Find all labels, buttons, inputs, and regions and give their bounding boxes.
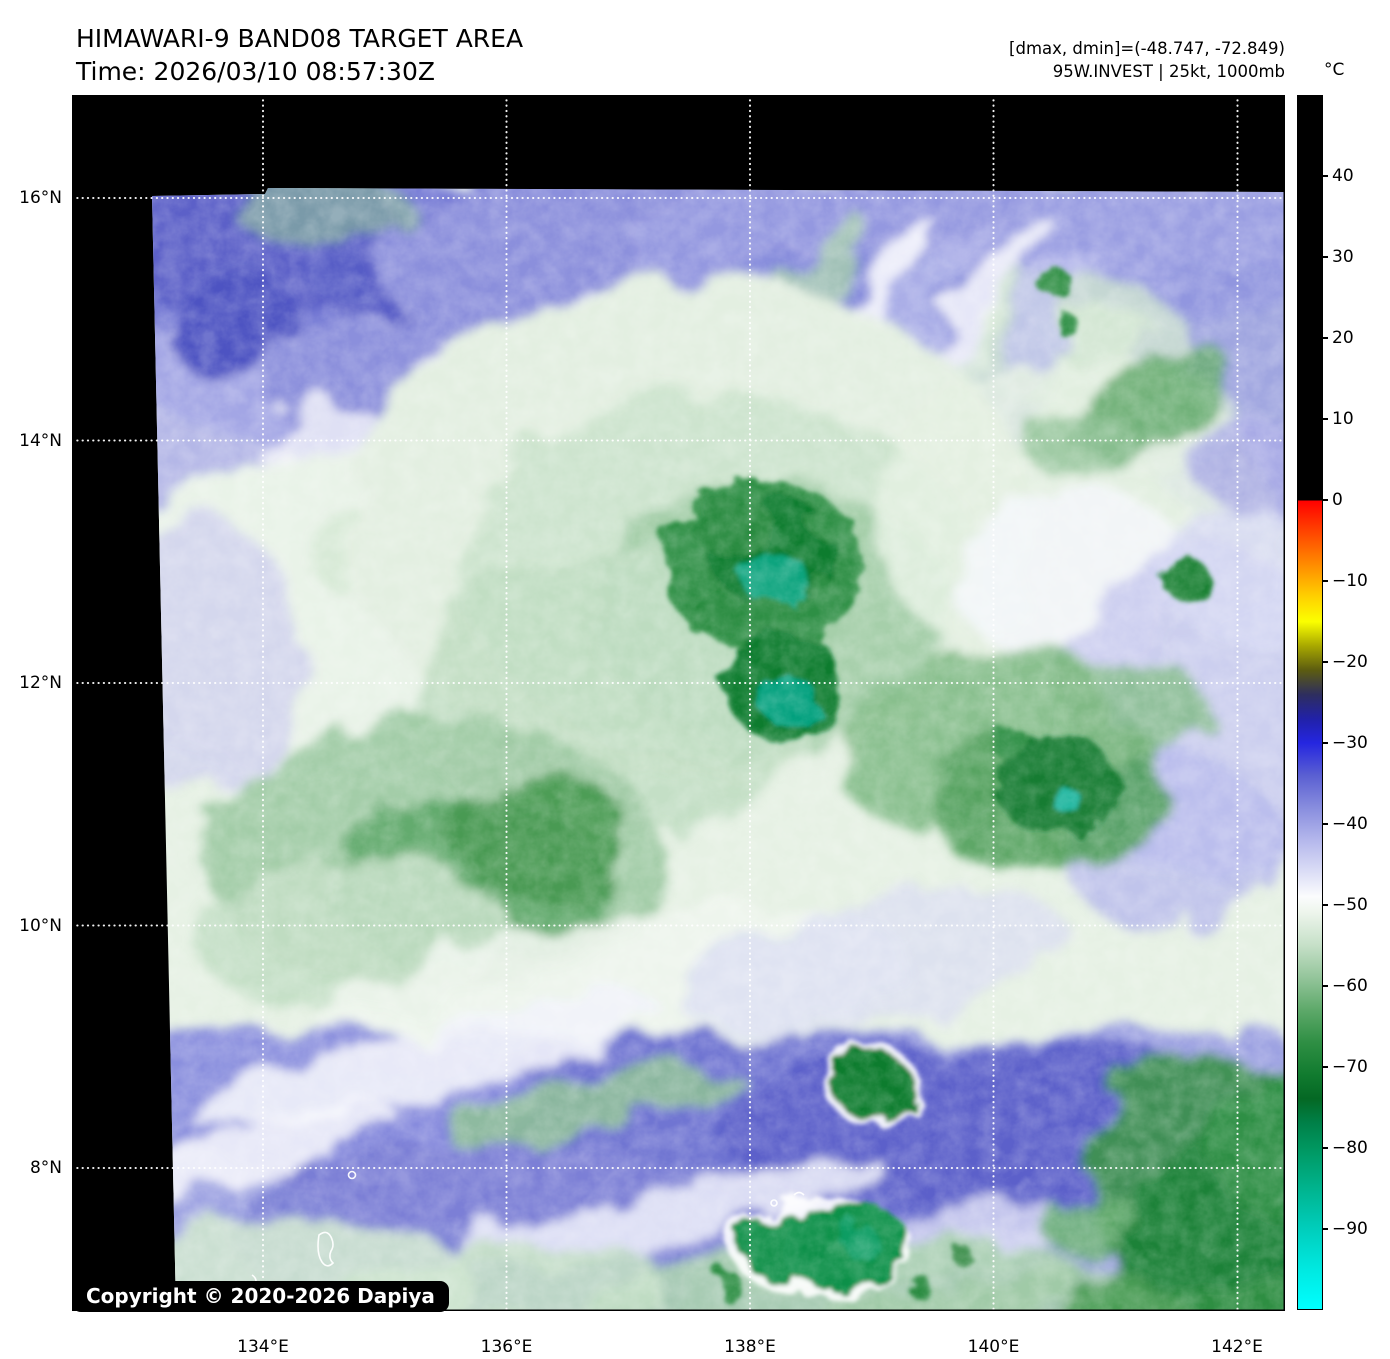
colorbar-tick-m70: −70 [1323, 1057, 1384, 1077]
lat-tick-10n: 10°N [19, 915, 62, 936]
graticule [72, 95, 1285, 1311]
dmax-dmin-stats: [dmax, dmin]=(-48.747, -72.849) [1009, 39, 1285, 58]
colorbar-tick-m20: −20 [1323, 652, 1384, 672]
colorbar-tick-m50: −50 [1323, 895, 1384, 915]
colorbar-tick-m80: −80 [1323, 1138, 1384, 1158]
colorbar-tick-30: 30 [1323, 247, 1384, 267]
colorbar-tick-10: 10 [1323, 409, 1384, 429]
colorbar-gradient [1297, 95, 1323, 1310]
colorbar-tick-40: 40 [1323, 166, 1384, 186]
colorbar-tick-0: 0 [1323, 490, 1384, 510]
colorbar-tick-m90: −90 [1323, 1219, 1384, 1239]
lon-tick-138e: 138°E [724, 1337, 776, 1357]
lat-tick-16n: 16°N [19, 188, 62, 208]
timestamp: Time: 2026/03/10 08:57:30Z [76, 57, 435, 86]
colorbar-tick-m30: −30 [1323, 733, 1384, 753]
colorbar-tick-m60: −60 [1323, 976, 1384, 996]
noise-texture [152, 188, 1285, 1310]
lon-tick-136e: 136°E [480, 1337, 533, 1357]
data-region [152, 188, 1285, 1310]
lat-tick-8n: 8°N [29, 1158, 62, 1178]
colorbar-tick-m10: −10 [1323, 571, 1384, 591]
lat-tick-12n: 12°N [19, 673, 62, 693]
lat-tick-14n: 14°N [19, 430, 62, 451]
plot-frame [72, 95, 1285, 1311]
colorbar-tick-m40: −40 [1323, 814, 1384, 834]
lon-tick-134e: 134°E [237, 1337, 289, 1357]
lon-tick-140e: 140°E [967, 1337, 1020, 1357]
colorbar-unit: °C [1324, 60, 1345, 80]
copyright-badge: Copyright © 2020-2026 Dapiya [72, 1281, 449, 1312]
lon-tick-142e: 142°E [1211, 1337, 1263, 1357]
colorbar-tick-20: 20 [1323, 328, 1384, 348]
page-title: HIMAWARI-9 BAND08 TARGET AREA [76, 24, 524, 53]
storm-info: 95W.INVEST | 25kt, 1000mb [1052, 62, 1285, 81]
header-annotations: [dmax, dmin]=(-48.747, -72.849) 95W.INVE… [1009, 37, 1285, 83]
satellite-image [72, 95, 1285, 1311]
